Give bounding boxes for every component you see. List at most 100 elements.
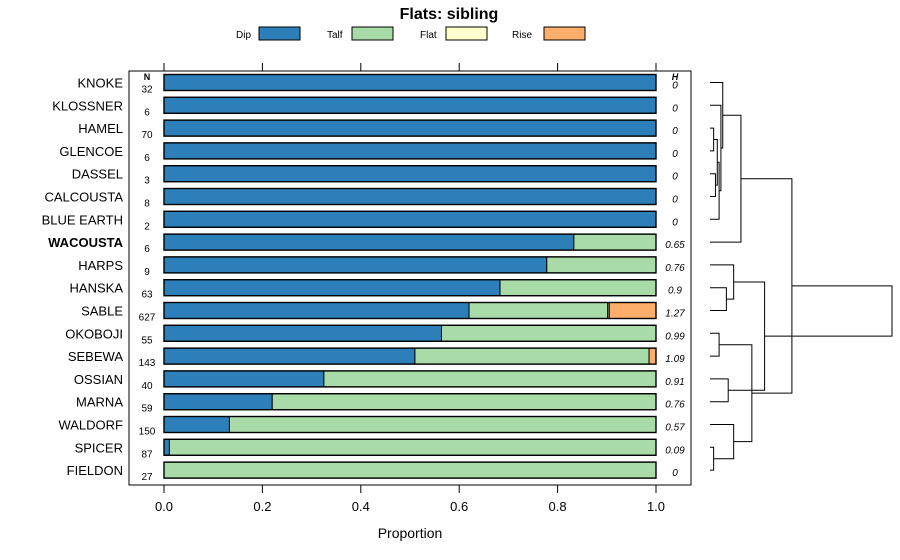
bar-row: KNOKE 32 0 [77,73,678,96]
bar-segment-rise [608,302,657,319]
bar-segment-dip [163,324,442,342]
bar-row: KLOSSNER 6 0 [52,96,678,118]
n-value: 87 [141,449,153,460]
dendrogram-link [710,378,729,403]
n-column-header: N [144,72,151,82]
bar-row: HARPS 9 0.76 [78,256,685,278]
h-value: 1.09 [665,354,685,365]
bar-row: WACOUSTA 6 0.65 [48,233,685,255]
row-label: CALCOUSTA [45,190,124,205]
bar-segment-talf [228,416,657,433]
bar-segment-talf [414,347,650,365]
legend-swatch-rise [543,26,586,41]
bar-row: WALDORF 150 0.57 [58,415,685,438]
bar-row: HANSKA 63 0.9 [70,279,682,301]
bar-outline [163,233,657,251]
row-label: OSSIAN [74,372,123,387]
bar-segment-dip [163,233,575,251]
n-value: 6 [144,107,150,118]
legend-swatch-flat [445,26,488,41]
x-tick-label: 1.0 [647,499,665,514]
bar-segment-talf [440,324,657,342]
dendrogram-link [710,264,735,300]
x-tick-label: 0.6 [450,499,468,514]
h-column-header: H [672,72,679,82]
legend-label-rise: Rise [512,30,532,41]
row-label: KNOKE [77,76,123,91]
h-value: 0.99 [665,331,685,342]
row-label: HARPS [78,258,123,273]
bar-outline [163,393,657,411]
h-value: 0 [672,81,678,92]
bar-segment-dip [163,119,657,137]
bar-segment-rise [648,347,657,365]
bar-outline [163,119,657,137]
bar-segment-dip [163,416,230,433]
h-value: 0.76 [665,263,685,274]
n-value: 55 [141,335,153,346]
row-label: DASSEL [72,167,123,182]
bar-row: CALCOUSTA 8 0 [45,187,678,210]
n-value: 6 [144,153,150,164]
x-tick-label: 0.2 [253,499,271,514]
row-label: WACOUSTA [48,235,123,250]
bar-segment-dip [163,393,273,411]
dendrogram-link [710,173,716,197]
bar-outline [163,73,657,92]
bar-outline [163,187,657,206]
h-value: 0 [672,195,678,206]
x-tick-label: 0.4 [352,499,370,514]
bar-outline [163,324,657,342]
bar-outline [163,370,657,388]
h-value: 1.27 [665,309,685,320]
bar-outline [163,210,657,229]
h-value: 0.09 [665,445,685,456]
dendrogram-link [719,344,753,443]
bar-outline [163,142,657,160]
h-value: 0 [672,149,678,160]
bar-row: OSSIAN 40 0.91 [74,370,685,392]
n-value: 9 [144,267,150,278]
bar-outline [163,301,657,320]
bar-outline [163,415,657,434]
bar-segment-dip [163,279,501,297]
n-value: 32 [141,85,153,96]
row-label: SABLE [81,304,123,319]
n-value: 2 [144,221,150,232]
row-label: SPICER [75,440,123,455]
bar-outline [163,461,657,479]
bar-segment-dip [163,188,657,205]
h-value: 0.91 [665,377,684,388]
n-value: 8 [144,199,150,210]
dendrogram-link [710,127,715,152]
bar-row: BLUE EARTH 2 0 [42,210,678,232]
bar-segment-talf [163,461,657,479]
dendrogram-link [740,178,793,394]
legend-swatch-talf [351,26,394,41]
dendrogram-link [710,332,720,357]
bar-row: DASSEL 3 0 [72,164,678,187]
row-label: WALDORF [58,418,123,433]
bar-segment-dip [163,96,657,114]
bar-outline [163,164,657,183]
legend-label-talf: Talf [327,30,343,41]
n-value: 143 [139,358,156,369]
legend-label-dip: Dip [236,30,251,41]
bar-outline [163,347,657,365]
row-label: SEBEWA [68,349,123,364]
row-label: GLENCOE [59,144,123,159]
dendrogram [710,82,893,471]
h-value: 0.57 [665,423,685,434]
h-value: 0.76 [665,400,685,411]
bar-segment-dip [163,74,657,91]
h-value: 0.9 [668,286,682,297]
bar-segment-dip [163,165,657,183]
dendrogram-link [710,114,742,243]
row-label: KLOSSNER [52,98,123,113]
chart-title: Flats: sibling [400,6,499,23]
bar-segment-dip [163,256,548,274]
bar-segment-dip [163,370,325,388]
bar-row: SPICER 87 0.09 [75,438,685,460]
x-axis-label: Proportion [378,525,443,541]
